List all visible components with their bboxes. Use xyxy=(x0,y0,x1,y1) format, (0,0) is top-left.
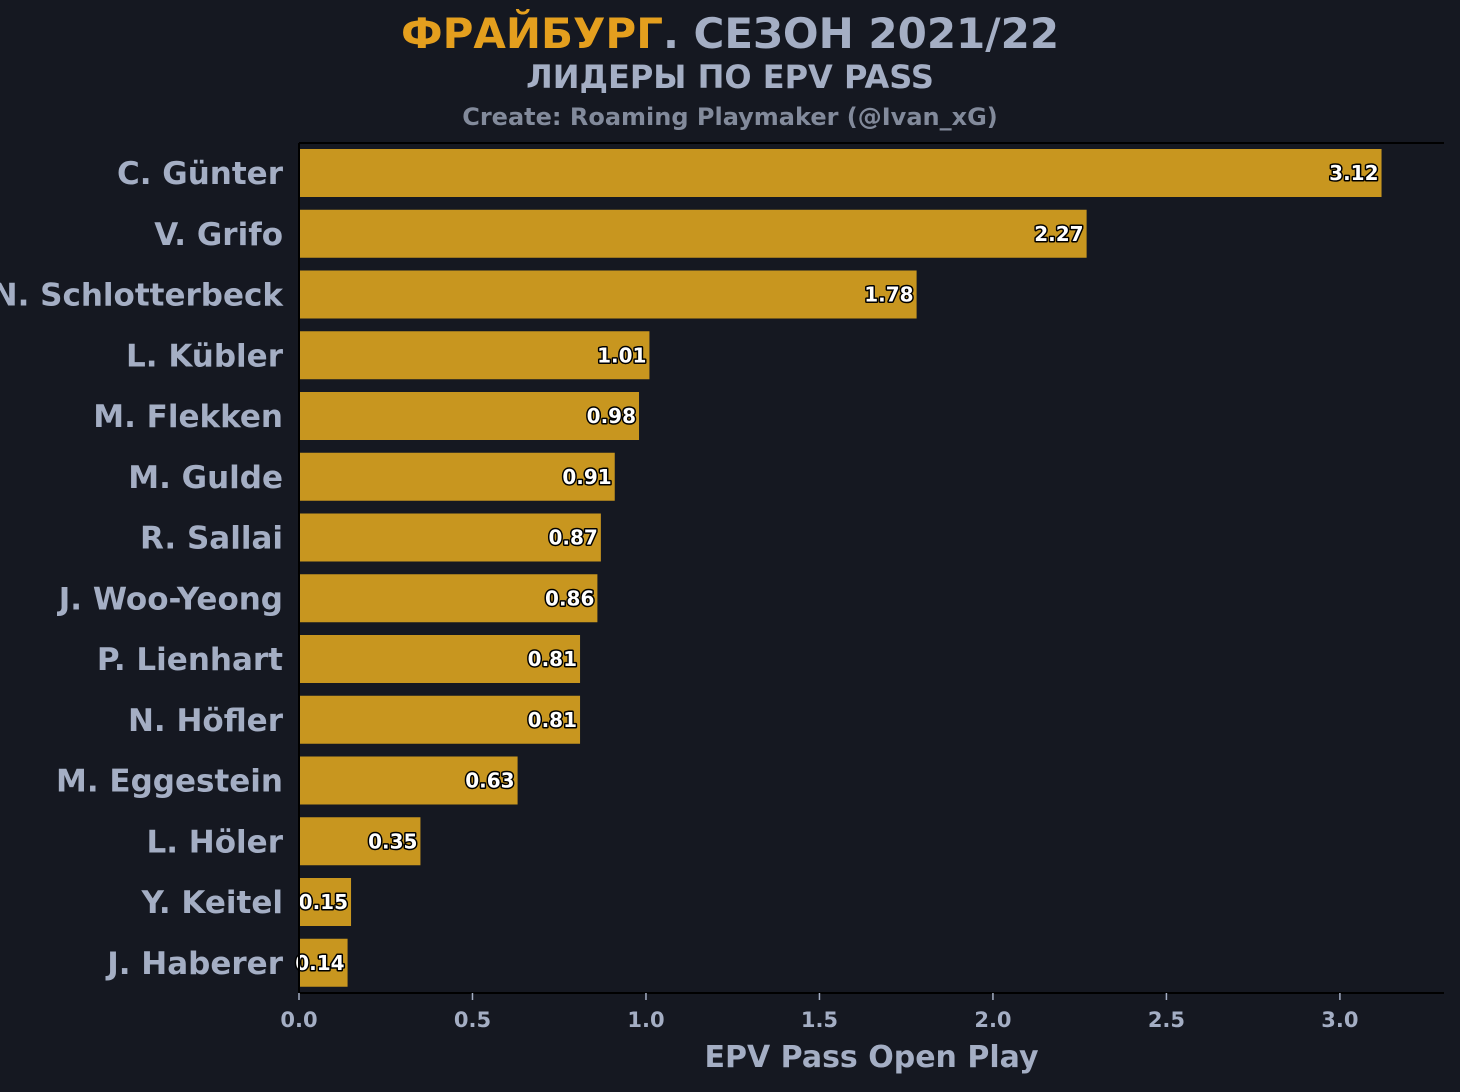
bar-value-label: 0.35 xyxy=(368,829,417,853)
bar-value-label: 0.81 xyxy=(528,708,577,732)
bar-3 xyxy=(299,331,650,380)
bar-value-label: 0.63 xyxy=(465,769,514,793)
chart-title-season: . СЕЗОН 2021/22 xyxy=(662,9,1060,58)
bar-1 xyxy=(299,209,1087,258)
bar-value-label: 0.98 xyxy=(587,404,636,428)
y-tick-label: L. Kübler xyxy=(126,338,284,374)
bar-4 xyxy=(299,392,640,440)
bar-11 xyxy=(299,817,421,866)
y-tick-label: N. Höfler xyxy=(128,703,284,739)
y-tick-label: R. Sallai xyxy=(140,521,283,557)
bar-value-label: 0.81 xyxy=(528,647,577,671)
bar-9 xyxy=(299,695,581,744)
y-tick-label: M. Eggestein xyxy=(56,764,283,800)
bar-value-label: 0.86 xyxy=(545,586,594,610)
bar-value-label: 2.27 xyxy=(1034,222,1083,246)
y-tick-label: J. Woo-Yeong xyxy=(57,581,283,617)
x-tick-label: 1.0 xyxy=(627,1008,664,1032)
x-tick-label: 0.5 xyxy=(454,1008,491,1032)
bars-group xyxy=(299,149,1382,987)
y-tick-label: V. Grifo xyxy=(154,217,283,253)
x-tick-label: 1.5 xyxy=(801,1008,838,1032)
bar-value-label: 0.14 xyxy=(295,951,344,975)
x-tick-label: 0.0 xyxy=(280,1008,317,1032)
bar-value-label: 0.15 xyxy=(299,890,348,914)
bar-value-label: 3.12 xyxy=(1329,161,1378,185)
bar-6 xyxy=(299,513,601,562)
y-tick-label: N. Schlotterbeck xyxy=(0,278,284,314)
x-axis-label: EPV Pass Open Play xyxy=(705,1040,1039,1075)
bar-7 xyxy=(299,574,598,623)
chart-credit: Create: Roaming Playmaker (@Ivan_xG) xyxy=(462,103,998,131)
x-tick-label: 2.0 xyxy=(974,1008,1011,1032)
bar-value-label: 0.87 xyxy=(549,526,598,550)
y-axis-labels: C. Günter V. Grifo N. Schlotterbeck L. Kübl… xyxy=(0,156,284,982)
bar-12 xyxy=(299,878,352,926)
bar-value-label: 1.78 xyxy=(864,283,913,307)
x-tick-label: 3.0 xyxy=(1321,1008,1358,1032)
x-axis-ticks: 0.0 0.5 1.0 1.5 2.0 2.5 3.0 xyxy=(280,993,1359,1032)
bar-value-label: 1.01 xyxy=(597,343,646,367)
y-tick-label: M. Flekken xyxy=(93,399,283,435)
y-tick-label: C. Günter xyxy=(117,156,284,192)
y-tick-label: Y. Keitel xyxy=(141,885,283,921)
bar-8 xyxy=(299,635,581,683)
bar-13 xyxy=(299,938,348,987)
bar-5 xyxy=(299,452,615,501)
bar-2 xyxy=(299,270,917,319)
bar-value-label: 0.91 xyxy=(562,465,611,489)
bar-0 xyxy=(299,149,1382,197)
x-tick-label: 2.5 xyxy=(1148,1008,1185,1032)
value-labels: 3.12 2.27 1.78 1.01 0.98 0.91 0.87 0.86 0.81 0.81… xyxy=(294,160,1380,977)
chart-title-team: ФРАЙБУРГ xyxy=(400,9,663,58)
y-tick-label: M. Gulde xyxy=(128,460,283,496)
y-tick-label: L. Höler xyxy=(146,824,283,860)
bar-10 xyxy=(299,756,518,805)
chart-subtitle: ЛИДЕРЫ ПО EPV PASS xyxy=(526,58,934,96)
chart-title: ФРАЙБУРГ. СЕЗОН 2021/22 xyxy=(0,10,1460,58)
y-tick-label: J. Haberer xyxy=(105,946,283,982)
y-tick-label: P. Lienhart xyxy=(97,642,283,678)
